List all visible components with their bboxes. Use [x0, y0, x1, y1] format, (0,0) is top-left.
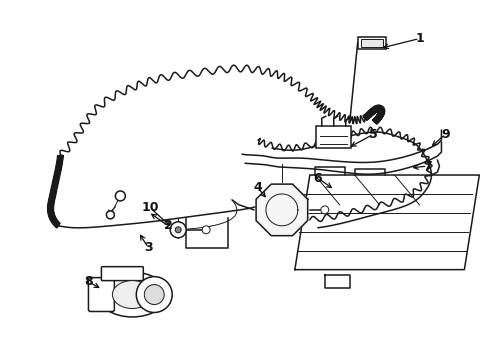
- Ellipse shape: [112, 280, 152, 309]
- Circle shape: [144, 285, 164, 305]
- Text: 3: 3: [144, 241, 152, 254]
- Text: 10: 10: [142, 201, 159, 215]
- FancyBboxPatch shape: [89, 278, 114, 311]
- Text: 7: 7: [423, 159, 432, 172]
- Circle shape: [136, 276, 172, 312]
- FancyBboxPatch shape: [361, 39, 383, 46]
- Text: 9: 9: [441, 128, 450, 141]
- Circle shape: [321, 206, 329, 214]
- Text: 6: 6: [314, 171, 322, 185]
- Circle shape: [106, 211, 114, 219]
- Polygon shape: [295, 175, 479, 270]
- Text: 4: 4: [254, 181, 262, 194]
- Circle shape: [202, 226, 210, 234]
- Text: 2: 2: [164, 219, 172, 232]
- FancyBboxPatch shape: [358, 37, 386, 49]
- Polygon shape: [256, 184, 308, 236]
- Circle shape: [115, 191, 125, 201]
- Circle shape: [170, 222, 186, 238]
- FancyBboxPatch shape: [101, 267, 143, 280]
- Circle shape: [175, 227, 181, 233]
- FancyBboxPatch shape: [316, 126, 351, 148]
- Text: 5: 5: [369, 128, 378, 141]
- Text: 1: 1: [415, 32, 424, 45]
- Ellipse shape: [98, 272, 167, 317]
- Text: 8: 8: [84, 275, 93, 288]
